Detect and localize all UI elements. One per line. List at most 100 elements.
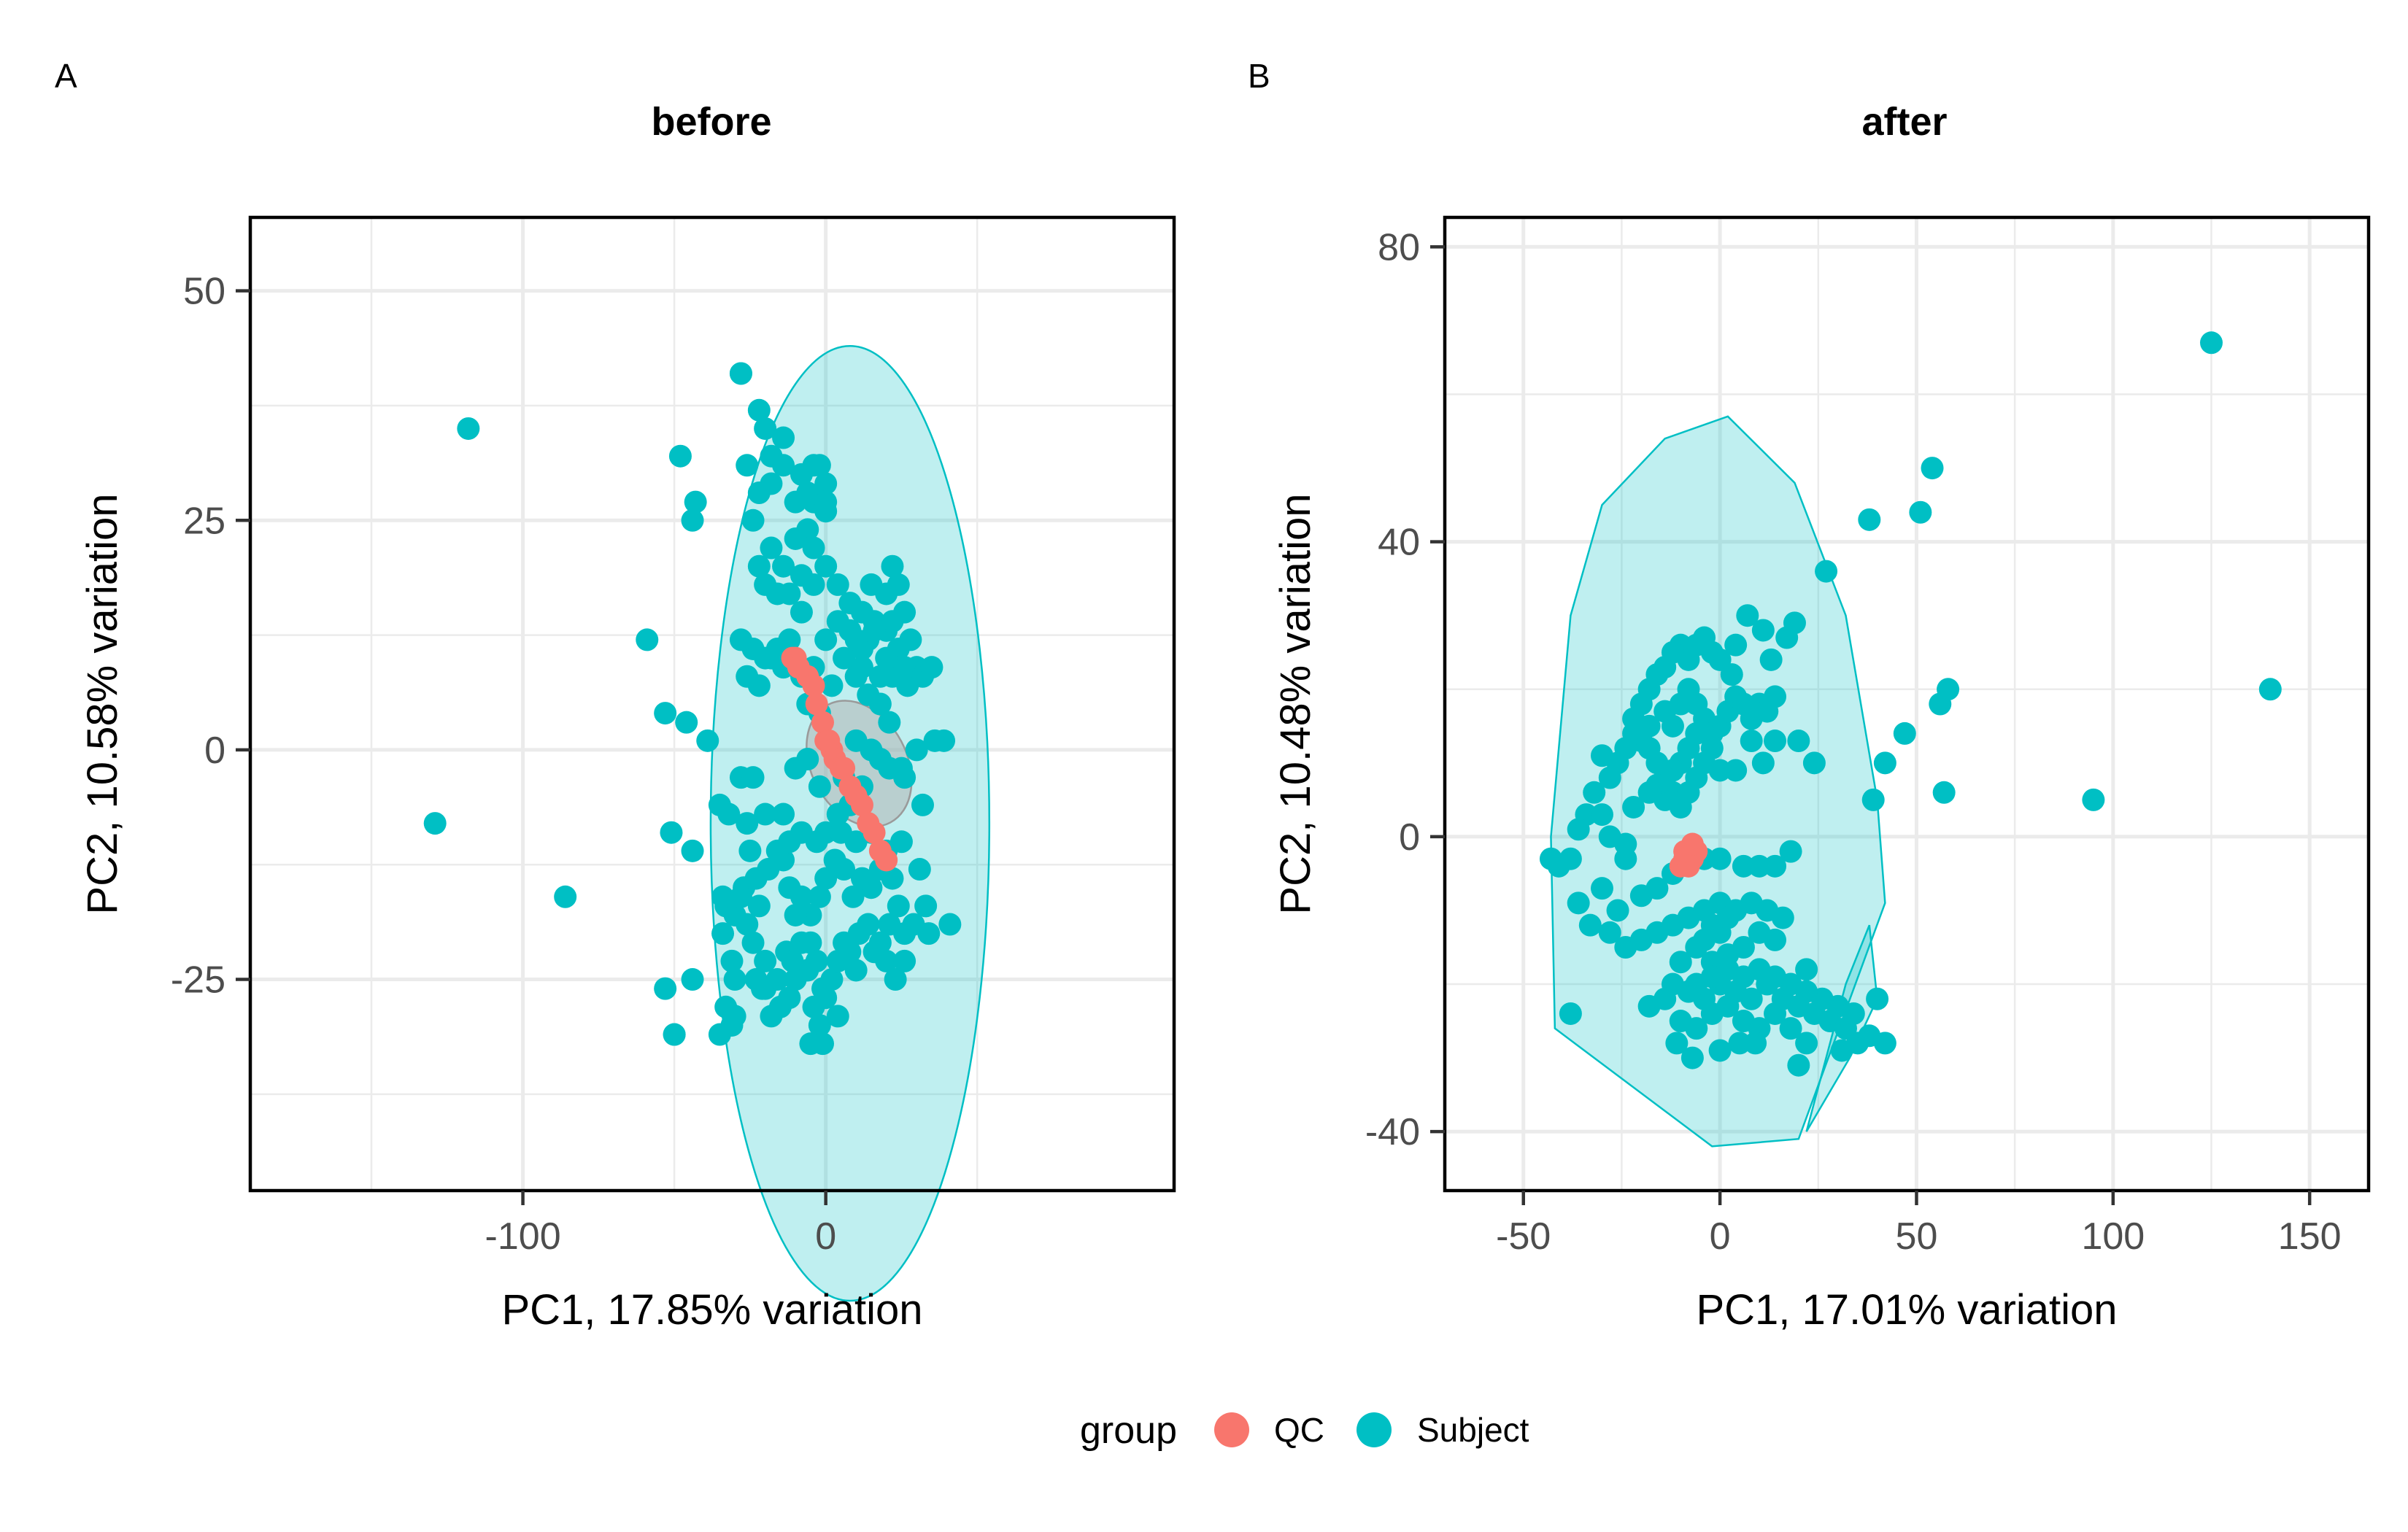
point-subject	[696, 729, 719, 752]
point-subject	[875, 949, 898, 972]
panel-b: B after -50 0 50 100 150 80 40 0 -40 PC1, 17.01%…	[1248, 57, 2371, 1334]
point-subject	[857, 913, 880, 936]
point-subject	[893, 949, 916, 972]
point-subject	[736, 913, 759, 936]
point-subject	[1736, 604, 1759, 627]
point-subject	[554, 885, 577, 908]
point-subject	[772, 554, 795, 578]
point-qc	[1680, 832, 1704, 856]
point-subject	[760, 1005, 783, 1028]
point-qc	[850, 793, 873, 816]
x-tick-label: 0	[815, 1215, 836, 1258]
point-subject	[1732, 936, 1755, 959]
point-subject	[890, 757, 913, 780]
point-subject	[1567, 818, 1590, 841]
point-subject	[636, 628, 659, 651]
point-subject	[757, 858, 780, 881]
point-subject	[1751, 619, 1775, 642]
point-subject	[1598, 766, 1621, 789]
panel-a-ticks: -100 0 50 25 0 -25	[171, 271, 836, 1258]
point-subject	[820, 968, 844, 991]
legend: group QC Subject	[1080, 1409, 1529, 1452]
legend-label-qc: QC	[1274, 1411, 1324, 1449]
point-subject	[799, 1032, 822, 1056]
point-subject	[1669, 951, 1692, 974]
point-subject	[1764, 685, 1787, 708]
point-subject	[844, 729, 868, 752]
point-subject	[1764, 928, 1787, 951]
point-subject	[663, 1023, 686, 1046]
point-subject	[747, 674, 771, 697]
point-subject	[1716, 994, 1740, 1018]
point-qc	[787, 656, 810, 679]
point-subject	[681, 839, 704, 862]
point-subject	[1830, 1039, 1853, 1062]
panel-a-points	[423, 362, 962, 1056]
panel-b-frame	[1443, 215, 2371, 1193]
point-subject	[711, 922, 735, 945]
panel-b-y-axis-title: PC2, 10.48% variation	[1272, 493, 1319, 914]
point-subject	[457, 417, 480, 440]
point-subject	[1779, 1017, 1802, 1040]
point-subject	[1787, 1053, 1810, 1077]
point-subject	[1606, 899, 1629, 922]
point-subject	[423, 812, 447, 835]
point-subject	[1764, 1002, 1787, 1025]
point-subject	[887, 894, 910, 918]
point-subject	[1708, 847, 1732, 870]
point-subject	[850, 656, 873, 679]
point-subject	[868, 665, 892, 688]
panel-letter-b: B	[1248, 57, 1270, 95]
point-subject	[820, 674, 844, 697]
legend-key-qc	[1214, 1412, 1249, 1447]
point-subject	[1873, 1032, 1896, 1055]
point-subject	[1932, 781, 1956, 804]
point-subject	[1680, 1046, 1704, 1069]
point-subject	[890, 830, 913, 854]
point-subject	[868, 931, 892, 954]
point-subject	[729, 362, 752, 385]
point-subject	[808, 885, 831, 908]
point-subject	[808, 454, 831, 477]
point-subject	[881, 610, 904, 633]
panel-b-points	[1539, 331, 2282, 1077]
panel-b-ticks: -50 0 50 100 150 80 40 0 -40	[1365, 226, 2342, 1258]
y-tick-label: 80	[1378, 226, 1420, 268]
point-subject	[799, 931, 822, 954]
point-subject	[1637, 994, 1661, 1018]
point-subject	[1858, 508, 1881, 531]
point-subject	[754, 573, 777, 596]
point-subject	[1645, 877, 1669, 900]
point-subject	[1665, 1032, 1689, 1055]
y-tick-label: -40	[1365, 1111, 1420, 1153]
panel-a-frame	[248, 215, 1176, 1193]
point-subject	[754, 802, 777, 826]
point-subject	[1921, 457, 1944, 480]
point-subject	[772, 426, 795, 449]
point-subject	[1873, 751, 1896, 775]
point-subject	[1909, 500, 1932, 524]
point-subject	[1716, 906, 1740, 929]
point-subject	[868, 748, 892, 771]
point-subject	[720, 949, 744, 972]
point-subject	[814, 554, 838, 578]
point-subject	[675, 711, 698, 734]
point-subject	[660, 821, 683, 844]
point-subject	[741, 508, 765, 532]
point-subject	[1693, 928, 1716, 951]
point-subject	[878, 711, 901, 734]
point-subject	[1583, 781, 1606, 804]
point-subject	[1708, 759, 1732, 782]
point-subject	[893, 656, 916, 679]
panel-b-x-axis-title: PC1, 17.01% variation	[1696, 1286, 2117, 1334]
point-subject	[784, 757, 807, 780]
point-subject	[784, 527, 807, 550]
point-subject	[908, 858, 931, 881]
point-subject	[741, 931, 765, 954]
point-subject	[754, 417, 777, 440]
point-subject	[723, 1005, 746, 1028]
point-subject	[654, 702, 677, 725]
point-subject	[778, 986, 801, 1010]
point-subject	[736, 454, 759, 477]
